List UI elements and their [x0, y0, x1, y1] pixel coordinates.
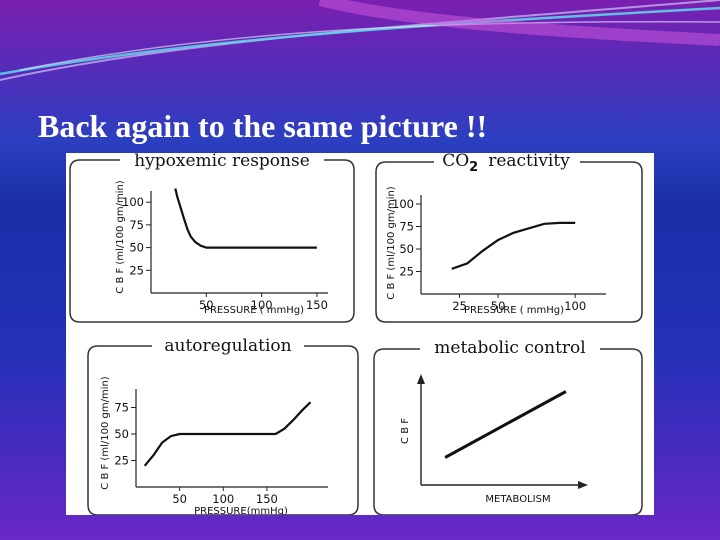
panel-title: autoregulation — [164, 336, 291, 356]
x-tick-label: 50 — [491, 299, 506, 313]
y-tick-label: 75 — [129, 218, 144, 232]
x-axis-label: METABOLISM — [485, 494, 550, 505]
x-tick-label: 100 — [251, 298, 273, 312]
slide-title: Back again to the same picture !! — [38, 108, 488, 144]
panel-title-sub: 2 — [469, 160, 478, 175]
x-tick-label: 150 — [306, 298, 328, 312]
y-tick-label: 50 — [129, 241, 144, 255]
panel-co2: CO2 reactivity C B F (ml/100 gm/min) PRES… — [375, 153, 643, 323]
ticks: 50 100 150 25 50 75 100 — [122, 195, 328, 312]
ticks: 25 50 100 25 50 75 100 — [392, 197, 586, 313]
x-axis-label: PRESSURE ( mmHg) — [464, 305, 564, 316]
figure-svg: hypoxemic response C B F (ml/100 gm/min)… — [69, 153, 643, 515]
x-tick-label: 100 — [212, 492, 234, 506]
y-tick-label: 50 — [399, 242, 414, 256]
series-line — [451, 221, 576, 270]
y-tick-label: 25 — [114, 454, 129, 468]
panel-title: hypoxemic response — [134, 153, 310, 171]
series-line — [444, 390, 567, 459]
y-axis-label: C B F — [400, 418, 411, 444]
x-tick-label: 100 — [564, 299, 586, 313]
panel-hypoxemic: hypoxemic response C B F (ml/100 gm/min)… — [69, 153, 355, 323]
y-axis-label: C B F (ml/100 gm/min) — [100, 376, 111, 490]
y-axis-label: C B F (ml/100 gm/min) — [115, 180, 126, 294]
y-tick-label: 75 — [399, 220, 414, 234]
series-line — [174, 188, 317, 249]
panel-title: metabolic control — [434, 338, 585, 358]
x-tick-label: 50 — [199, 298, 214, 312]
y-tick-label: 100 — [122, 195, 144, 209]
series-line — [143, 401, 312, 467]
decorative-swoosh — [0, 0, 720, 81]
y-axis-label: C B F (ml/100 gm/min) — [386, 186, 397, 300]
y-tick-label: 25 — [129, 263, 144, 277]
panel-title-main: CO — [442, 153, 469, 171]
y-tick-label: 50 — [114, 427, 129, 441]
x-axis-label: PRESSURE(mmHg) — [194, 506, 288, 515]
y-tick-label: 25 — [399, 265, 414, 279]
x-tick-label: 150 — [256, 492, 278, 506]
cbf-figure: hypoxemic response C B F (ml/100 gm/min)… — [66, 153, 654, 515]
y-tick-label: 75 — [114, 401, 129, 415]
x-tick-label: 25 — [452, 299, 467, 313]
panel-autoregulation: autoregulation C B F (ml/100 gm/min) PRE… — [87, 336, 359, 515]
panel-title-rest: reactivity — [488, 153, 570, 171]
x-tick-label: 50 — [172, 492, 187, 506]
panel-title: CO2 reactivity — [442, 153, 570, 175]
x-axis-label: PRESSURE ( mmHg) — [204, 305, 304, 316]
panel-metabolic: metabolic control C B F METABOLISM — [373, 338, 643, 515]
ticks: 50 100 150 25 50 75 — [114, 401, 278, 507]
y-tick-label: 100 — [392, 197, 414, 211]
